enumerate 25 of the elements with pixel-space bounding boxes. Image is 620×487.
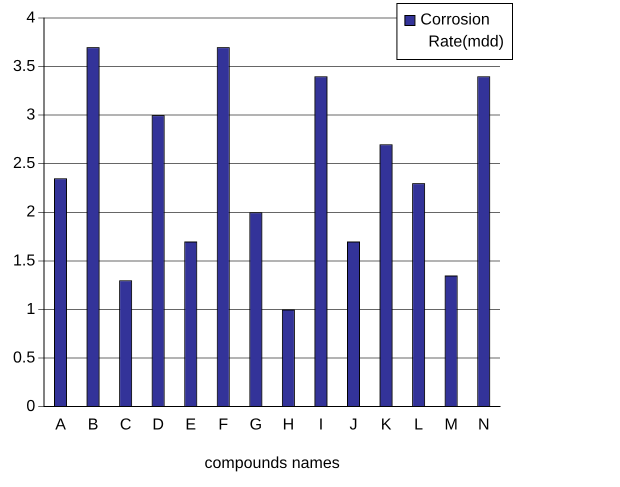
x-tick-label: A (55, 416, 66, 434)
x-tick-label: H (282, 416, 294, 434)
y-tick-label: 1.5 (12, 252, 36, 270)
x-tick-label: F (218, 416, 228, 434)
x-tick-label: D (152, 416, 164, 434)
y-tick-label: 2.5 (12, 155, 36, 172)
x-tick-label: B (88, 416, 98, 434)
x-tick-label: G (250, 416, 262, 434)
y-tick-label: 0.5 (12, 349, 36, 366)
y-tick-label: 3 (26, 106, 36, 124)
x-tick-label: N (478, 416, 490, 434)
x-tick-label: M (444, 416, 458, 434)
legend-label: Corrosion Rate(mdd) (420, 11, 504, 50)
x-tick-label: L (414, 416, 424, 434)
y-tick-label: 0 (26, 398, 36, 416)
x-tick-label: I (318, 416, 324, 434)
y-tick-label: 2 (26, 204, 36, 221)
x-tick-label: K (380, 416, 392, 434)
y-tick-label: 3.5 (12, 58, 36, 75)
x-tick-label: C (120, 416, 132, 434)
y-tick-label: 4 (26, 9, 36, 26)
x-axis-title: compounds names (204, 454, 340, 472)
y-tick-label: 1 (26, 300, 36, 318)
x-tick-label: J (350, 416, 358, 434)
x-tick-label: E (185, 416, 196, 434)
